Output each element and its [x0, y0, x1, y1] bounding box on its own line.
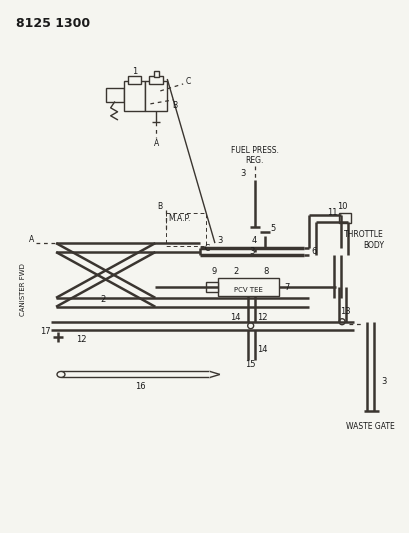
Circle shape	[338, 319, 344, 325]
Text: WASTE GATE: WASTE GATE	[345, 422, 393, 431]
Circle shape	[247, 322, 253, 329]
Text: 13: 13	[339, 307, 350, 316]
Bar	[127, 76, 141, 84]
Bar	[149, 76, 163, 84]
Text: 6: 6	[311, 247, 316, 256]
Text: PCV TEE: PCV TEE	[234, 287, 263, 293]
Text: THROTTLE
BODY: THROTTLE BODY	[343, 230, 383, 250]
Text: 12: 12	[75, 335, 86, 344]
Text: 15: 15	[245, 360, 255, 369]
Text: 5: 5	[269, 224, 274, 233]
Bar	[106, 88, 123, 102]
Bar	[217, 278, 279, 296]
Polygon shape	[209, 372, 219, 377]
Text: C: C	[204, 244, 209, 253]
Text: A: A	[29, 235, 34, 244]
Bar	[154, 71, 159, 77]
Text: B: B	[172, 101, 177, 110]
Text: 2: 2	[101, 295, 106, 304]
Text: 8125 1300: 8125 1300	[16, 17, 90, 30]
Text: 9: 9	[211, 268, 216, 277]
Text: 2: 2	[233, 268, 238, 277]
Text: 3: 3	[217, 236, 222, 245]
Text: 14: 14	[230, 313, 240, 322]
Bar	[123, 81, 145, 111]
Text: 8: 8	[262, 268, 267, 277]
Bar	[145, 81, 167, 111]
Text: 16: 16	[135, 382, 145, 391]
Text: 4: 4	[252, 236, 257, 245]
Text: CANISTER FWD: CANISTER FWD	[20, 263, 26, 316]
Text: A: A	[153, 139, 159, 148]
Text: 3: 3	[248, 247, 254, 256]
Text: 7: 7	[284, 284, 289, 293]
Text: M.A.P.: M.A.P.	[168, 214, 190, 223]
Text: 14: 14	[257, 345, 267, 354]
Text: 12: 12	[257, 313, 267, 322]
Text: 10: 10	[336, 202, 346, 211]
Text: 3: 3	[240, 169, 245, 178]
Text: 1: 1	[132, 67, 137, 76]
Text: 11: 11	[326, 208, 337, 217]
Text: FUEL PRESS.
REG.: FUEL PRESS. REG.	[230, 146, 278, 165]
Text: B: B	[157, 202, 162, 211]
Ellipse shape	[57, 372, 65, 377]
Text: 3: 3	[380, 377, 385, 386]
Bar	[205, 282, 217, 292]
Text: 17: 17	[40, 327, 50, 336]
Text: C: C	[185, 77, 190, 86]
Bar	[338, 213, 350, 223]
